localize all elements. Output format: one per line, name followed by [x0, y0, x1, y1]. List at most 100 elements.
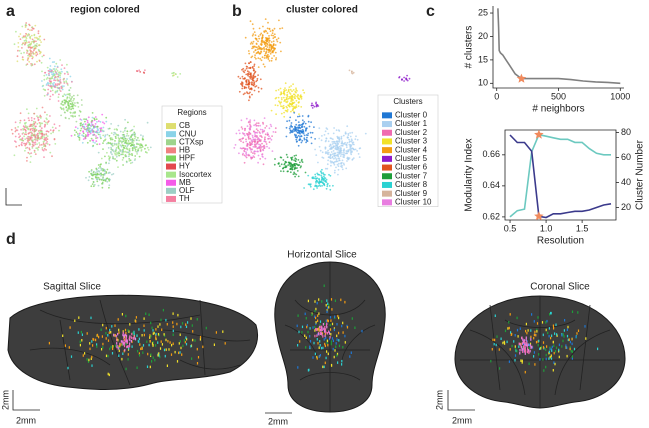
probe-speck [176, 322, 178, 326]
umap-point [137, 137, 139, 139]
probe-speck [504, 329, 507, 333]
probe-speck [509, 313, 511, 316]
umap-point [242, 67, 245, 70]
umap-point [36, 45, 38, 48]
umap-point [50, 132, 52, 135]
umap-point [255, 43, 258, 45]
probe-speck [508, 360, 510, 363]
probe-speck [118, 331, 120, 334]
umap-point [26, 52, 28, 54]
probe-speck [315, 316, 317, 320]
umap-point [144, 147, 146, 150]
probe-speck [337, 361, 339, 364]
umap-point [63, 72, 66, 75]
umap-point [297, 129, 299, 132]
umap-point [120, 145, 123, 148]
probe-speck [297, 314, 299, 317]
probe-speck [338, 339, 340, 342]
umap-point [287, 164, 289, 167]
probe-speck [168, 348, 170, 351]
umap-point [56, 65, 59, 68]
umap-point [263, 140, 266, 143]
probe-speck [336, 352, 339, 356]
umap-point [138, 143, 140, 146]
umap-point [32, 51, 34, 53]
umap-point [87, 116, 90, 119]
probe-speck [535, 334, 537, 337]
umap-point [69, 75, 72, 78]
umap-point [342, 149, 345, 152]
probe-speck [335, 345, 337, 348]
umap-point [47, 130, 50, 133]
umap-point [21, 141, 23, 144]
probe-speck [89, 342, 91, 345]
umap-point [299, 166, 302, 169]
umap-point [254, 49, 257, 51]
probe-speck [129, 342, 131, 345]
umap-point [77, 106, 80, 108]
umap-point [60, 68, 63, 71]
umap-point [258, 146, 261, 148]
umap-point [257, 40, 259, 43]
probe-speck [502, 341, 504, 345]
probe-speck [122, 333, 124, 337]
umap-point [332, 162, 335, 165]
probe-speck [521, 336, 523, 339]
umap-point [26, 33, 28, 36]
probe-speck [568, 338, 570, 341]
probe-speck [317, 328, 319, 331]
probe-speck [571, 350, 573, 353]
umap-point [276, 104, 279, 107]
probe-speck [314, 334, 316, 338]
umap-point [57, 83, 59, 85]
umap-point [49, 151, 52, 154]
probe-speck [526, 344, 528, 348]
probe-speck [86, 332, 88, 335]
umap-point [94, 116, 97, 118]
umap-point [279, 93, 282, 96]
probe-speck [555, 323, 557, 326]
probe-speck [116, 344, 118, 348]
umap-point [127, 121, 129, 124]
probe-speck [305, 317, 307, 320]
probe-speck [324, 328, 327, 331]
probe-speck [327, 302, 329, 305]
umap-point [43, 38, 46, 41]
probe-speck [529, 344, 531, 347]
umap-point [338, 157, 341, 160]
probe-speck [317, 342, 319, 345]
umap-point [33, 112, 36, 115]
umap-point [265, 143, 268, 145]
umap-point [257, 137, 260, 140]
umap-point [114, 135, 117, 138]
legend-swatch [382, 138, 392, 145]
map-title: region colored [70, 5, 139, 16]
umap-point [293, 163, 296, 166]
umap-point [45, 74, 48, 76]
umap-point [127, 144, 129, 146]
umap-point [273, 27, 276, 30]
umap-point [39, 39, 41, 42]
probe-speck [319, 325, 321, 329]
umap-point [280, 98, 283, 101]
legend-title: Regions [177, 108, 206, 117]
umap-point [349, 135, 352, 138]
umap-point [242, 77, 245, 80]
umap-point [295, 104, 298, 106]
umap-point [108, 184, 111, 187]
probe-speck [542, 333, 544, 337]
probe-speck [323, 365, 325, 369]
umap-point [262, 149, 265, 152]
umap-point [288, 105, 291, 107]
probe-speck [519, 327, 521, 330]
umap-point [112, 150, 115, 153]
umap-point [131, 140, 134, 142]
umap-point [28, 53, 31, 55]
legend-label: OLF [179, 186, 195, 195]
umap-point [336, 148, 339, 151]
umap-point [40, 130, 43, 133]
scale-bar [12, 390, 40, 411]
umap-point [257, 122, 260, 125]
umap-point [131, 154, 134, 157]
umap-point [118, 138, 121, 140]
